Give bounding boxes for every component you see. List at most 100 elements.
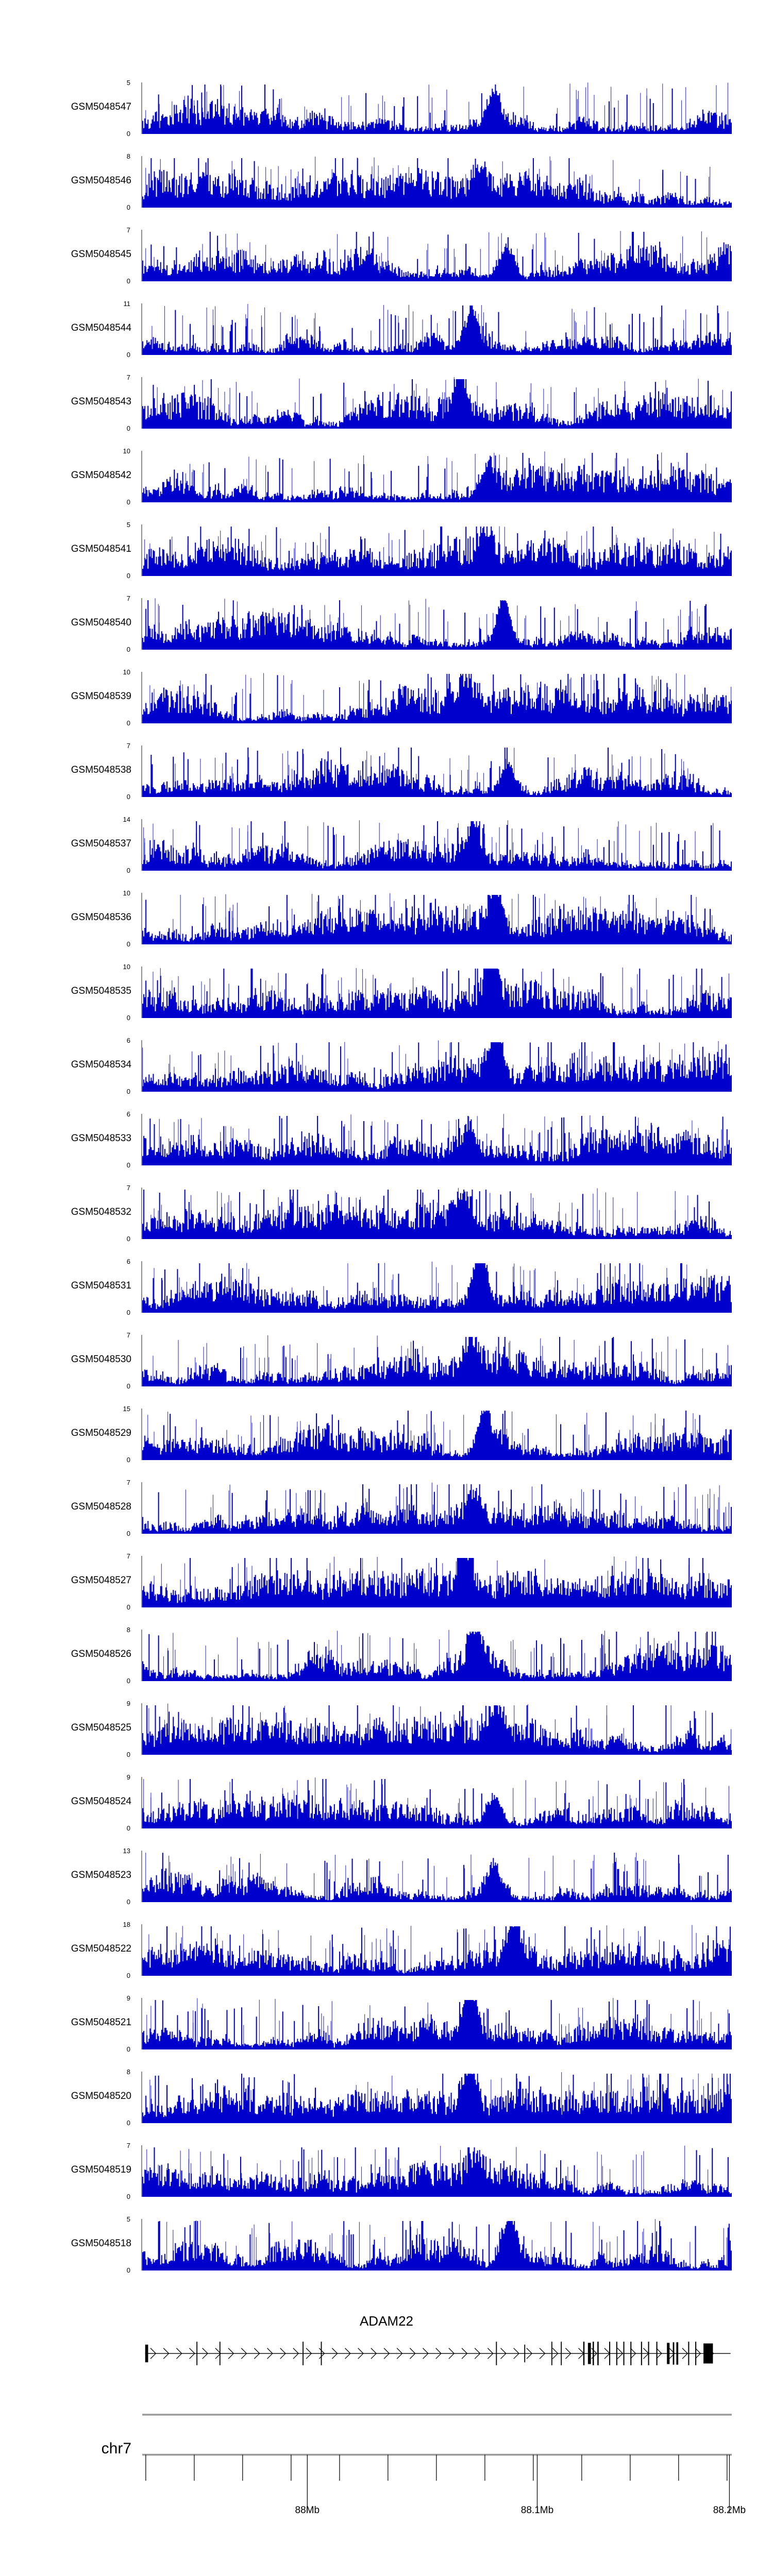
y-axis-line (141, 230, 142, 281)
y-axis-line (141, 893, 142, 944)
track-sample-label: GSM5048529 (71, 1428, 131, 1438)
coverage-track: GSM5048536 10 0 (0, 889, 773, 948)
coverage-plot-area (142, 672, 732, 723)
y-axis-line (141, 2072, 142, 2123)
coverage-track: GSM5048519 7 0 (0, 2142, 773, 2200)
coverage-histogram (142, 1998, 732, 2049)
y-axis-min-label: 0 (126, 2119, 130, 2127)
track-sample-label: GSM5048536 (71, 912, 131, 923)
y-axis-max-label: 9 (126, 1773, 130, 1781)
coverage-histogram (142, 673, 732, 723)
coverage-histogram (142, 1040, 732, 1092)
y-axis-max-label: 18 (123, 1921, 130, 1928)
y-axis-min-label: 0 (126, 1382, 130, 1390)
axis-tick-label: 88.2Mb (713, 2505, 746, 2516)
y-axis-min-label: 0 (126, 1530, 130, 1537)
coverage-track: GSM5048531 6 0 (0, 1258, 773, 1316)
y-axis-line (141, 1703, 142, 1755)
coverage-track: GSM5048525 9 0 (0, 1700, 773, 1758)
coverage-plot-area (142, 230, 732, 281)
y-axis-max-label: 8 (126, 2068, 130, 2076)
track-sample-label: GSM5048546 (71, 175, 131, 186)
track-sample-label: GSM5048522 (71, 1943, 131, 1954)
y-axis-max-label: 7 (126, 595, 130, 602)
y-axis-max-label: 7 (126, 226, 130, 234)
y-axis-min-label: 0 (126, 1898, 130, 1906)
coverage-track: GSM5048530 7 0 (0, 1331, 773, 1390)
coverage-track: GSM5048544 11 0 (0, 300, 773, 359)
coverage-plot-area (142, 82, 732, 134)
y-axis-min-label: 0 (126, 1088, 130, 1095)
coverage-track: GSM5048532 7 0 (0, 1184, 773, 1242)
coverage-histogram (142, 2072, 732, 2123)
coverage-track: GSM5048527 7 0 (0, 1553, 773, 1611)
track-sample-label: GSM5048541 (71, 544, 131, 554)
coverage-plot-area (142, 156, 732, 208)
coverage-plot-area (142, 1556, 732, 1607)
y-axis-min-label: 0 (126, 940, 130, 948)
gene-annotation-panel: ADAM22 (0, 2313, 773, 2380)
y-axis-max-label: 8 (126, 1626, 130, 1634)
y-axis-min-label: 0 (126, 204, 130, 211)
coverage-track: GSM5048533 6 0 (0, 1111, 773, 1169)
y-axis-min-label: 0 (126, 1603, 130, 1611)
coverage-plot-area (142, 819, 732, 871)
coverage-histogram (142, 1114, 732, 1165)
track-sample-label: GSM5048527 (71, 1575, 131, 1586)
axis-tick-label: 88.1Mb (520, 2505, 554, 2516)
y-axis-line (141, 1040, 142, 1092)
y-axis-max-label: 10 (123, 963, 130, 971)
y-axis-max-label: 15 (123, 1405, 130, 1413)
track-sample-label: GSM5048518 (71, 2238, 131, 2249)
y-axis-line (141, 156, 142, 208)
y-axis-max-label: 7 (126, 1479, 130, 1486)
y-axis-min-label: 0 (126, 2193, 130, 2200)
coverage-histogram (142, 1335, 732, 1386)
coverage-histogram (142, 82, 732, 134)
y-axis-line (141, 819, 142, 871)
coverage-track: GSM5048543 7 0 (0, 374, 773, 432)
y-axis-min-label: 0 (126, 1161, 130, 1169)
y-axis-line (141, 1188, 142, 1239)
y-axis-min-label: 0 (126, 351, 130, 359)
track-sample-label: GSM5048542 (71, 470, 131, 481)
track-sample-label: GSM5048533 (71, 1133, 131, 1144)
y-axis-max-label: 9 (126, 1994, 130, 2002)
coverage-plot-area (142, 1409, 732, 1460)
coordinate-axis[interactable] (142, 2411, 732, 2530)
coverage-plot-area (142, 303, 732, 355)
y-axis-max-label: 7 (126, 1331, 130, 1339)
y-axis-max-label: 8 (126, 152, 130, 160)
y-axis-min-label: 0 (126, 793, 130, 801)
coverage-histogram (142, 1777, 732, 1828)
y-axis-line (141, 1114, 142, 1165)
y-axis-min-label: 0 (126, 1751, 130, 1758)
y-axis-max-label: 5 (126, 79, 130, 87)
y-axis-line (141, 377, 142, 429)
y-axis-min-label: 0 (126, 646, 130, 653)
y-axis-min-label: 0 (126, 1677, 130, 1685)
coverage-histogram (142, 156, 732, 208)
coverage-histogram (142, 2145, 732, 2197)
coverage-track: GSM5048542 10 0 (0, 448, 773, 505)
gene-model[interactable] (142, 2333, 732, 2369)
chromosome-axis-panel: chr7 88Mb 88.1Mb 88.2Mb (0, 2411, 773, 2566)
y-axis-line (141, 1924, 142, 1976)
y-axis-line (141, 451, 142, 502)
coverage-histogram (142, 1703, 732, 1755)
y-axis-line (141, 967, 142, 1018)
track-sample-label: GSM5048528 (71, 1501, 131, 1512)
coverage-plot-area (142, 1114, 732, 1165)
track-sample-label: GSM5048526 (71, 1649, 131, 1659)
coverage-plot-area (142, 1040, 732, 1092)
coverage-plot-area (142, 1188, 732, 1239)
coverage-plot-area (142, 1261, 732, 1313)
y-axis-max-label: 6 (126, 1258, 130, 1265)
coverage-histogram (142, 598, 732, 650)
coverage-plot-area (142, 2072, 732, 2123)
track-sample-label: GSM5048538 (71, 765, 131, 775)
y-axis-line (141, 1630, 142, 1681)
gene-name-label: ADAM22 (359, 2313, 414, 2329)
y-axis-max-label: 10 (123, 889, 130, 897)
y-axis-min-label: 0 (126, 2266, 130, 2274)
